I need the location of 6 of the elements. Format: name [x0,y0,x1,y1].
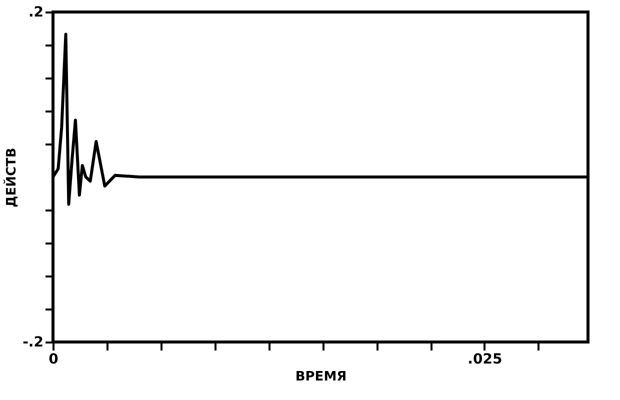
y-axis-title: ДЕЙСТВ [2,148,20,208]
y-tick-label: -.2 [22,334,44,350]
x-axis-title: ВРЕМЯ [295,370,347,384]
x-tick-label: .025 [468,352,502,368]
x-tick-label: 0 [48,352,59,368]
y-tick-label: .2 [28,4,44,20]
